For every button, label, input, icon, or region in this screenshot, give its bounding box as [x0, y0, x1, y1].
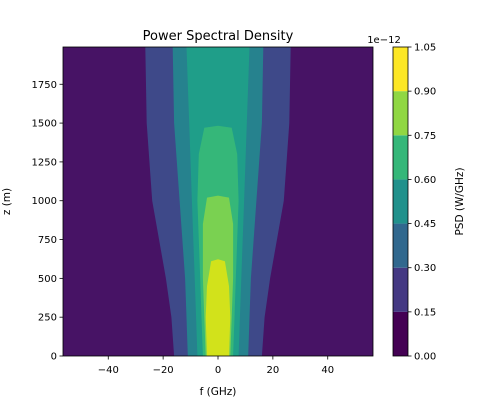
y-axis-label: z (m): [1, 188, 13, 215]
x-tick-label: −40: [98, 365, 119, 376]
colorbar-tick-label: 1.05: [414, 43, 436, 54]
colorbar-tick-label: 0.15: [414, 307, 436, 318]
x-axis-label: f (GHz): [200, 386, 237, 398]
y-tick-label: 1000: [32, 196, 57, 207]
colorbar-offset-label: 1e−12: [367, 35, 401, 46]
colorbar-segment: [393, 311, 408, 356]
y-tick-label: 1750: [32, 80, 57, 91]
colorbar-tick-label: 0.45: [414, 219, 436, 230]
colorbar-segment: [393, 91, 408, 136]
plot-area: [63, 47, 373, 356]
colorbar: [393, 47, 408, 356]
y-tick-label: 750: [38, 235, 57, 246]
colorbar-tick-label: 0.90: [414, 87, 436, 98]
colorbar-segment: [393, 267, 408, 312]
colorbar-axis: 0.00 0.15 0.30 0.45 0.60 0.75 0.90 1.05: [408, 43, 436, 363]
x-tick-label: −20: [153, 365, 174, 376]
colorbar-tick-label: 0.00: [414, 352, 436, 363]
chart-title: Power Spectral Density: [143, 29, 294, 44]
y-axis: 0 250 500 750 1000 1250 1500 1750: [32, 80, 63, 363]
colorbar-label: PSD (W/GHz): [454, 167, 466, 235]
colorbar-tick-label: 0.75: [414, 131, 436, 142]
colorbar-segment: [393, 47, 408, 92]
contour-band-6: [205, 259, 231, 356]
colorbar-segment: [393, 223, 408, 268]
x-tick-label: 0: [215, 365, 221, 376]
x-tick-label: 20: [267, 365, 280, 376]
colorbar-segment: [393, 179, 408, 224]
x-tick-label: 40: [321, 365, 334, 376]
y-tick-label: 250: [38, 313, 57, 324]
colorbar-segment: [393, 135, 408, 180]
colorbar-frame: [392, 46, 409, 357]
x-axis: −40 −20 0 20 40: [98, 356, 334, 376]
colorbar-tick-label: 0.30: [414, 263, 436, 274]
y-tick-label: 1500: [32, 119, 57, 130]
y-tick-label: 1250: [32, 157, 57, 168]
y-tick-label: 0: [51, 352, 57, 363]
y-tick-label: 500: [38, 274, 57, 285]
colorbar-tick-label: 0.60: [414, 175, 436, 186]
